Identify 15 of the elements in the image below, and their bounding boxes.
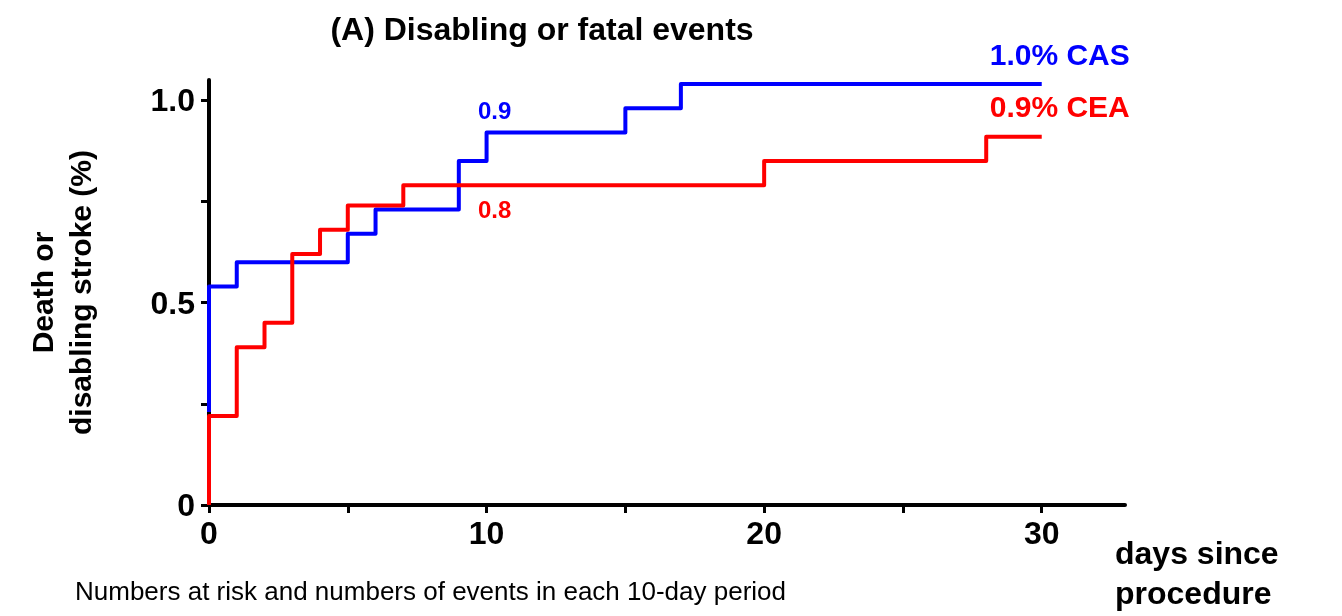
annotation: 0.9 <box>477 97 512 125</box>
series-label: 0.9% CEA <box>989 90 1130 124</box>
y-tick-label: 0 <box>177 487 195 523</box>
y-tick-label: 0.5 <box>150 284 195 321</box>
y-tick-label: 1.0 <box>150 82 195 119</box>
text: Numbers at risk and numbers of events in each 10-day period <box>75 576 787 606</box>
x-tick-label: 30 <box>1023 515 1060 551</box>
x-tick-label: 10 <box>468 515 505 551</box>
x-tick-label: 0 <box>200 515 218 551</box>
annotation: 0.8 <box>477 195 512 223</box>
chart-title: (A) Disabling or fatal events <box>330 11 754 47</box>
y-axis-title: Death or disabling stroke (%) <box>25 149 97 436</box>
series-label: 1.0% CAS <box>989 37 1130 71</box>
x-tick-label: 20 <box>746 515 782 551</box>
x-axis-title: days since procedure <box>1115 535 1279 611</box>
